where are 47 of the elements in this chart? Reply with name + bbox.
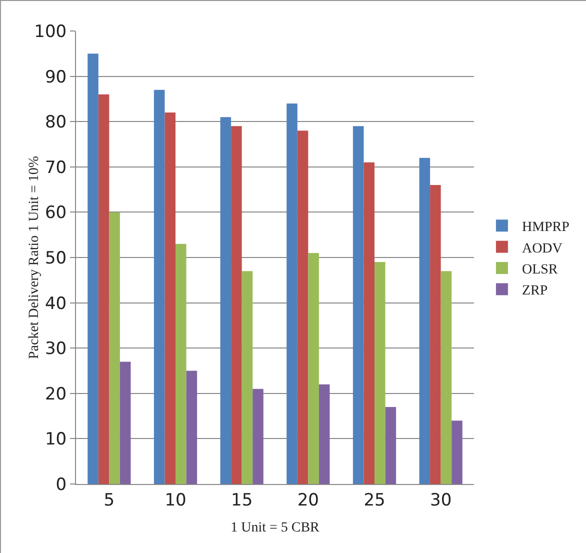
bar <box>352 126 364 484</box>
y-tick-label: 10 <box>44 430 67 450</box>
bar <box>252 388 264 484</box>
y-tick-label: 80 <box>44 112 67 133</box>
bar <box>231 126 242 484</box>
y-tick-label: 60 <box>44 203 67 224</box>
x-tick-label: 30 <box>430 490 452 510</box>
y-tick-label: 30 <box>44 339 67 360</box>
bar <box>430 185 441 484</box>
bar <box>297 130 308 484</box>
bar <box>154 90 165 484</box>
legend-label: HMPRP <box>522 220 570 236</box>
y-tick-label: 40 <box>44 294 67 314</box>
y-tick-label: 90 <box>44 67 67 88</box>
y-tick-label: 100 <box>34 22 67 42</box>
bar <box>186 370 198 484</box>
bar <box>308 252 319 484</box>
legend-label: AODV <box>522 241 562 256</box>
y-tick-label: 70 <box>44 158 67 178</box>
bar <box>220 117 232 484</box>
bar <box>364 162 374 484</box>
x-tick-label: 25 <box>364 490 386 510</box>
bar <box>385 406 396 484</box>
y-tick-label: 20 <box>44 384 67 404</box>
bar <box>452 420 462 484</box>
bar <box>98 94 110 484</box>
bar <box>164 112 176 484</box>
bar <box>120 362 131 484</box>
bar <box>374 262 386 484</box>
bar <box>242 271 253 484</box>
bar <box>88 54 98 484</box>
y-tick-label: 0 <box>56 474 67 495</box>
x-tick-label: 5 <box>104 490 115 510</box>
legend-label: OLSR <box>522 262 558 278</box>
bar <box>318 384 330 484</box>
bar <box>109 212 120 484</box>
x-tick-label: 20 <box>297 490 319 510</box>
bar <box>440 271 452 484</box>
x-tick-label: 10 <box>164 490 186 510</box>
y-axis-title: Packet Delivery Ratio 1 Unit = 10% <box>27 156 42 360</box>
bar <box>176 244 186 484</box>
bar <box>286 103 298 484</box>
x-axis-title: 1 Unit = 5 CBR <box>230 520 320 536</box>
x-tick-label: 15 <box>231 490 253 510</box>
y-tick-label: 50 <box>44 248 67 268</box>
legend-label: ZRP <box>522 284 548 299</box>
bar <box>419 158 430 484</box>
